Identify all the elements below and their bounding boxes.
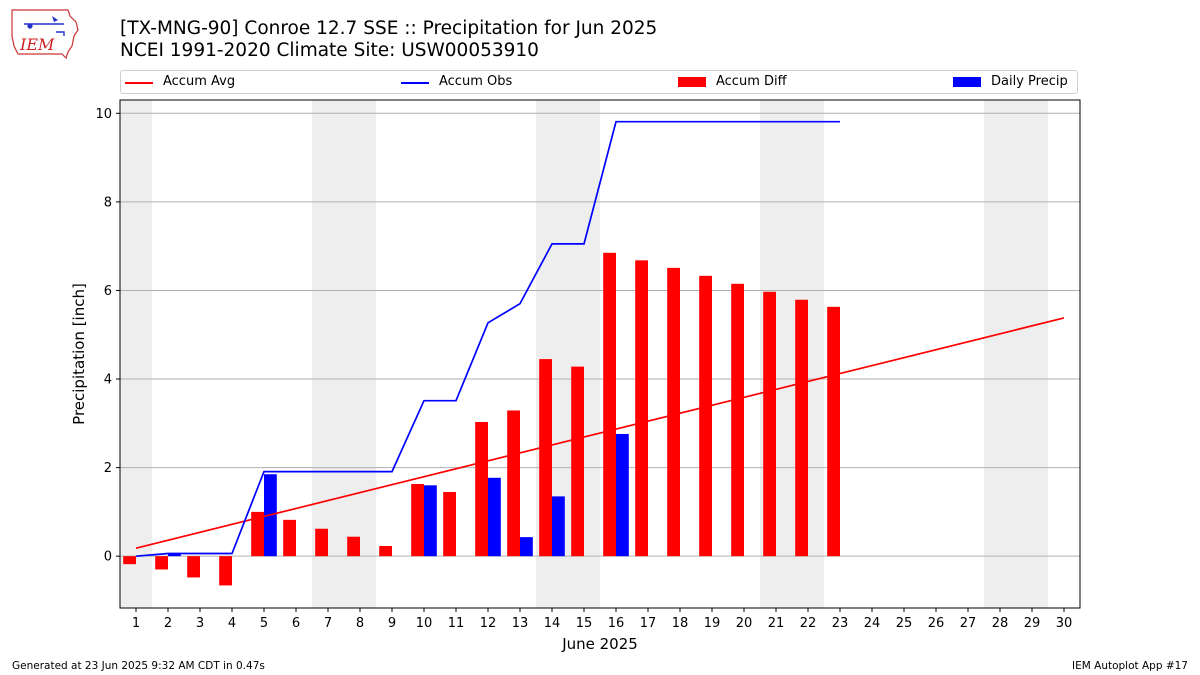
x-tick-label-25: 25 [896,616,913,631]
x-tick-label-16: 16 [608,616,625,631]
weekend-band-day-28 [984,100,1016,608]
legend-label-accum-obs: Accum Obs [439,74,513,89]
weekend-band-day-8 [344,100,376,608]
legend-swatch-daily-precip [953,77,981,87]
chart-legend: Accum Avg Accum Obs Accum Diff Daily Pre… [120,70,1078,94]
diff-bar-day-14 [539,359,552,557]
diff-bar-day-3 [187,556,200,578]
x-tick-label-5: 5 [260,616,268,631]
legend-label-daily-precip: Daily Precip [991,74,1068,89]
x-tick-label-7: 7 [324,616,332,631]
logo-text: IEM [19,35,55,54]
diff-bar-day-12 [475,421,488,557]
x-tick-label-19: 19 [704,616,721,631]
x-tick-label-11: 11 [448,616,465,631]
x-tick-label-9: 9 [388,616,396,631]
diff-bar-day-19 [699,275,712,557]
legend-label-accum-avg: Accum Avg [163,74,236,89]
diff-bar-day-20 [731,283,744,557]
daily-precip-bar-day-16 [616,433,629,557]
diff-bar-day-8 [347,536,360,557]
diff-bar-day-10 [411,483,424,557]
x-tick-label-3: 3 [196,616,204,631]
x-tick-label-4: 4 [228,616,236,631]
diff-bar-day-1 [123,556,136,565]
daily-precip-bar-day-12 [488,477,501,557]
x-tick-label-29: 29 [1024,616,1041,631]
plot-frame [119,99,1081,609]
chart-title: [TX-MNG-90] Conroe 12.7 SSE :: Precipita… [120,18,658,39]
diff-bar-day-11 [443,491,456,557]
weekend-band-day-7 [312,100,344,608]
x-axis-label: June 2025 [561,635,638,653]
diff-bar-day-15 [571,366,584,557]
legend-swatch-accum-avg [125,82,153,84]
y-tick-label-4: 4 [104,373,112,388]
x-tick-label-13: 13 [512,616,529,631]
diff-bar-day-2 [155,556,168,570]
y-tick-label-8: 8 [104,195,112,210]
legend-label-accum-diff: Accum Diff [716,74,787,89]
x-tick-label-15: 15 [576,616,593,631]
daily-precip-bar-day-14 [552,496,565,557]
y-tick-label-6: 6 [104,284,112,299]
footer-generated: Generated at 23 Jun 2025 9:32 AM CDT in … [12,660,265,672]
x-tick-label-26: 26 [928,616,945,631]
x-tick-label-18: 18 [672,616,689,631]
diff-bar-day-18 [667,267,680,557]
daily-precip-bar-day-13 [520,537,533,557]
diff-bar-day-9 [379,545,392,557]
x-tick-label-2: 2 [164,616,172,631]
x-tick-label-21: 21 [768,616,785,631]
x-tick-label-14: 14 [544,616,561,631]
diff-bar-day-6 [283,519,296,557]
x-tick-label-23: 23 [832,616,849,631]
accum-obs-line [135,120,840,558]
x-tick-label-12: 12 [480,616,497,631]
diff-bar-day-23 [827,306,840,557]
y-tick-label-2: 2 [104,461,112,476]
diff-bar-day-17 [635,260,648,557]
diff-bar-day-21 [763,291,776,557]
x-tick-label-20: 20 [736,616,753,631]
daily-precip-bar-day-2 [168,553,181,557]
x-tick-label-22: 22 [800,616,817,631]
chart-subtitle: NCEI 1991-2020 Climate Site: USW00053910 [120,40,539,61]
diff-bar-day-16 [603,252,616,557]
x-tick-label-1: 1 [132,616,140,631]
x-tick-label-6: 6 [292,616,300,631]
y-tick-label-0: 0 [104,550,112,565]
x-tick-label-8: 8 [356,616,364,631]
x-tick-label-28: 28 [992,616,1009,631]
x-tick-label-10: 10 [416,616,433,631]
diff-bar-day-13 [507,410,520,557]
weekend-band-day-1 [120,100,152,608]
diff-bar-day-7 [315,528,328,557]
y-axis-label: Precipitation [inch] [70,283,88,425]
diff-bar-day-5 [251,511,264,557]
x-tick-label-27: 27 [960,616,977,631]
legend-swatch-accum-diff [678,77,706,87]
daily-precip-bar-day-10 [424,485,437,557]
diff-bar-day-4 [219,556,232,586]
iem-logo: IEM [11,9,79,60]
diff-bar-day-22 [795,299,808,557]
accum-avg-line [135,317,1065,550]
y-tick-label-10: 10 [95,107,112,122]
weekend-band-day-29 [1016,100,1048,608]
footer-app-id: IEM Autoplot App #17 [1072,660,1188,672]
x-tick-label-24: 24 [864,616,881,631]
legend-swatch-accum-obs [401,82,429,84]
x-tick-label-30: 30 [1056,616,1073,631]
x-tick-label-17: 17 [640,616,657,631]
